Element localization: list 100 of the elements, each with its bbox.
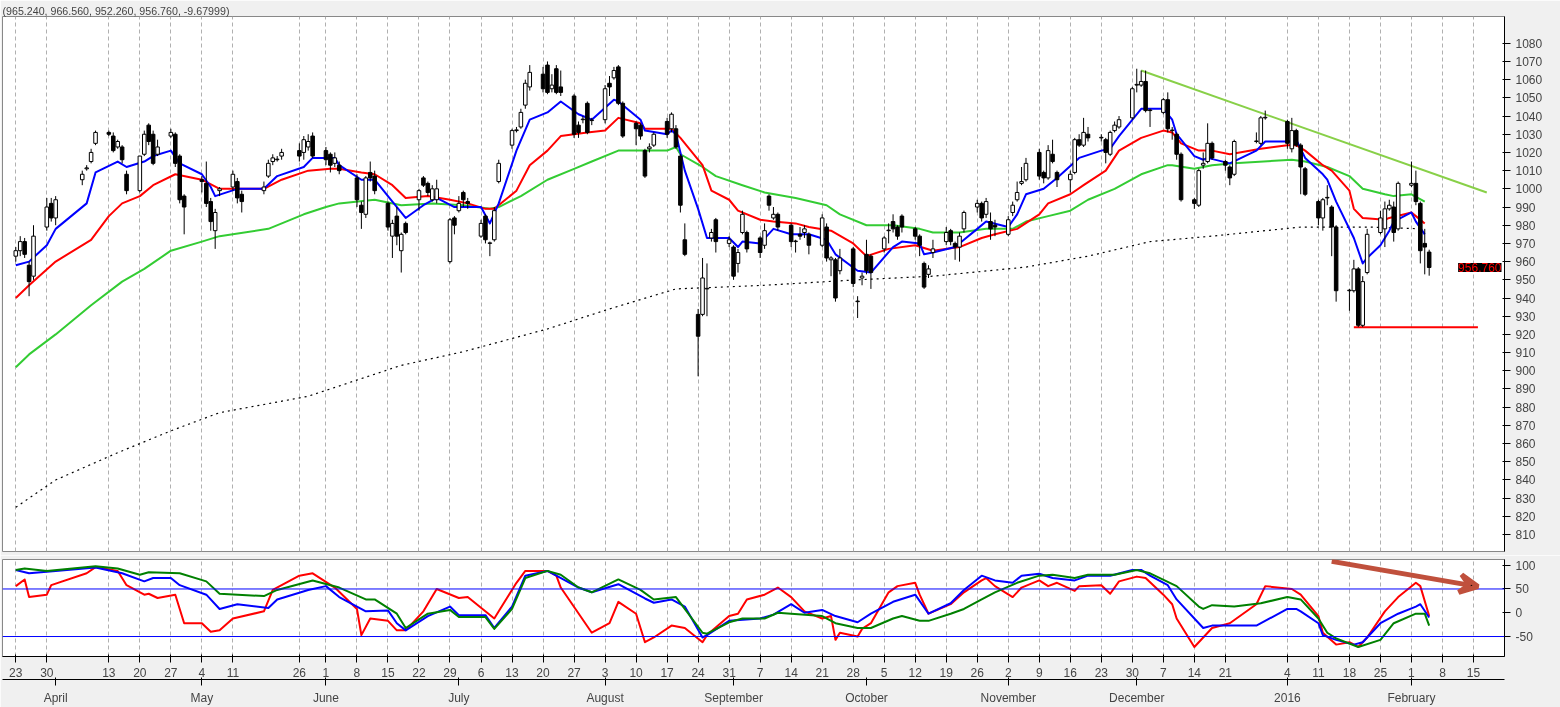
x-tick-label: 14: [784, 665, 799, 680]
candlestick: [22, 237, 27, 259]
candlestick: [487, 241, 493, 257]
candlestick: [124, 170, 129, 195]
x-tick-label: 6: [477, 665, 485, 680]
x-tick-label: 8: [353, 665, 361, 680]
y-tick-label: 830: [1515, 491, 1536, 506]
candlestick: [1014, 181, 1020, 203]
x-tick-label: 1: [1408, 665, 1416, 680]
x-tick-label: 19: [939, 665, 954, 680]
x-tick-label: 14: [1187, 665, 1202, 680]
candlestick: [726, 235, 732, 248]
x-tick-label: 18: [1342, 665, 1357, 680]
y-tick-label: 950: [1515, 273, 1536, 288]
y-tick-label: 1000: [1515, 182, 1543, 197]
candlestick: [434, 179, 439, 204]
candlestick: [554, 64, 559, 95]
y-tick-label: 990: [1515, 200, 1536, 215]
x-tick-label: 25: [1373, 665, 1388, 680]
candlestick: [478, 219, 484, 239]
x2-tick-label: October: [845, 690, 888, 705]
x-tick-label: 17: [660, 665, 675, 680]
candlestick: [713, 217, 719, 254]
x-tick-label: 7: [1160, 665, 1167, 680]
x-tick-label: 27: [567, 665, 582, 680]
candlestick: [261, 181, 267, 195]
x-tick-label: 7: [756, 665, 764, 680]
y-tick-label: 920: [1515, 327, 1536, 342]
y-tick-label: 1030: [1515, 127, 1543, 142]
x-tick-label: 1: [322, 665, 330, 680]
x-tick-label: 30: [1125, 665, 1140, 680]
x-tick-label: 16: [1063, 665, 1078, 680]
x-tick-label: 4: [198, 665, 206, 680]
y-tick-label: 930: [1515, 309, 1536, 324]
x-tick-label: 2: [1004, 665, 1012, 680]
x2-tick-label: November: [980, 690, 1036, 705]
x2-tick-label: May: [190, 690, 214, 705]
x-tick-label: 22: [412, 665, 426, 680]
x-tick-label: 12: [908, 665, 923, 680]
candlestick: [704, 262, 710, 317]
line-series: [14, 116, 1426, 300]
candlestick: [930, 239, 936, 259]
x-tick-label: 10: [629, 665, 644, 680]
candlestick: [1325, 184, 1330, 206]
candlestick: [456, 195, 462, 213]
candlestick: [496, 159, 502, 184]
candlestick: [1426, 249, 1432, 277]
y-tick-label: 1080: [1515, 36, 1543, 51]
y-tick-label: 50: [1515, 582, 1530, 597]
y-tick-label: 910: [1515, 346, 1536, 361]
y-tick-label: 840: [1515, 473, 1536, 488]
candlestick: [859, 272, 865, 286]
candlestick: [775, 211, 781, 232]
y-tick-label: 960: [1515, 255, 1536, 270]
candlestick: [992, 219, 998, 237]
candlestick: [518, 108, 524, 130]
candlestick: [328, 151, 333, 173]
candlestick: [1209, 141, 1215, 161]
x-tick-label: 21: [1218, 665, 1233, 680]
x-tick-label: 4: [1284, 665, 1292, 680]
x2-tick-label: August: [586, 690, 625, 705]
x-tick-label: 31: [722, 665, 737, 680]
x-tick-label: 13: [102, 665, 116, 680]
x2-tick-label: April: [43, 690, 68, 705]
candlestick: [735, 248, 741, 274]
candlestick: [483, 213, 488, 244]
x-tick-label: 23: [1094, 665, 1109, 680]
candlestick: [310, 131, 315, 159]
y-tick-label: 0: [1515, 606, 1523, 621]
candlestick: [1285, 119, 1290, 150]
x-tick-label: 27: [164, 665, 178, 680]
candlestick: [1289, 117, 1295, 153]
x2-tick-label: June: [312, 690, 340, 705]
y-tick-label: 1020: [1515, 145, 1543, 160]
y-tick-label: 970: [1515, 236, 1536, 251]
x-tick-label: 15: [1466, 665, 1481, 680]
y-tick-label: 1010: [1515, 164, 1543, 179]
y-tick-label: 1040: [1515, 109, 1543, 124]
y-tick-label: 100: [1515, 558, 1536, 573]
candlestick: [1085, 126, 1091, 143]
candlestick: [855, 295, 860, 319]
candlestick: [119, 144, 125, 164]
line-series: [14, 98, 1426, 274]
x-tick-label: 24: [691, 665, 706, 680]
x2-tick-label: February: [1387, 690, 1436, 705]
candlestick: [1005, 215, 1011, 237]
x-tick-label: 5: [880, 665, 888, 680]
candlestick: [957, 232, 962, 263]
x-tick-label: 8: [1439, 665, 1447, 680]
y-tick-label: 900: [1515, 364, 1536, 379]
x2-tick-label: September: [704, 690, 763, 705]
y-tick-label: 1060: [1515, 73, 1543, 88]
x-tick-label: 26: [292, 665, 307, 680]
candlestick: [788, 222, 794, 248]
x-tick-label: 20: [536, 665, 551, 680]
x-tick-label: 28: [846, 665, 861, 680]
candlestick: [1037, 148, 1042, 181]
y-tick-label: 880: [1515, 400, 1536, 415]
y-tick-label: -50: [1515, 630, 1534, 645]
candlestick: [44, 197, 50, 232]
